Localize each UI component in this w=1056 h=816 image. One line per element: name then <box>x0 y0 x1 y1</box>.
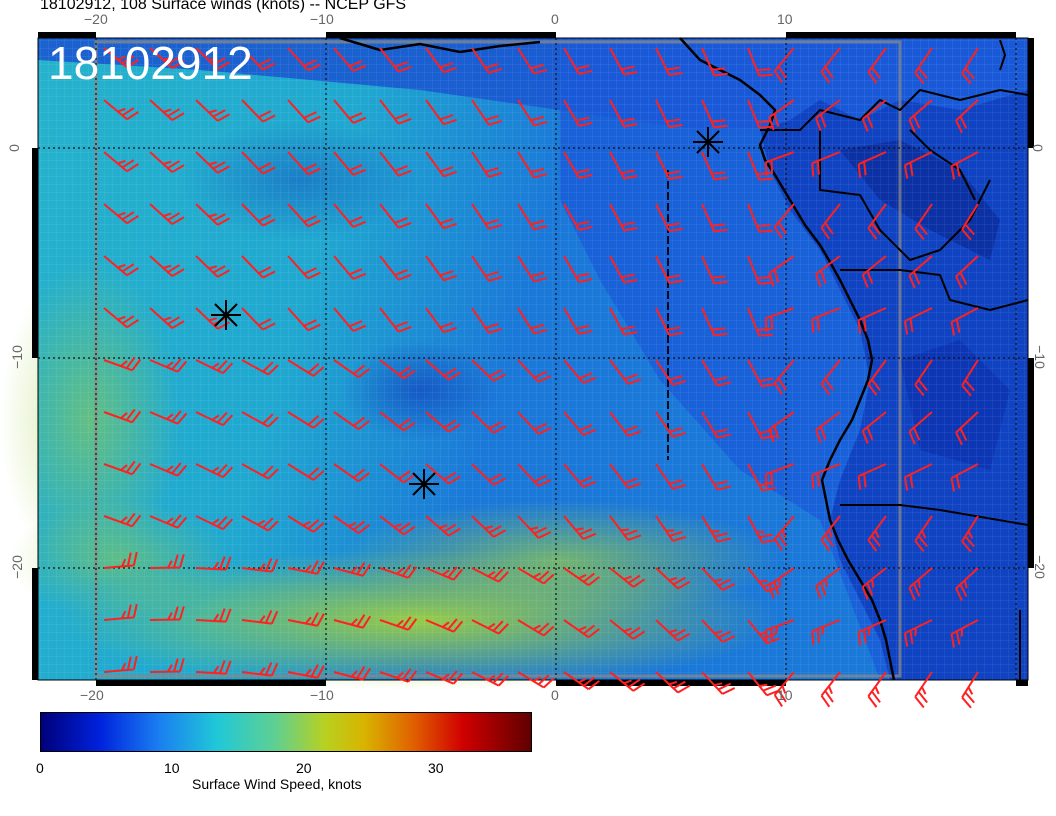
map-frame <box>0 38 1028 690</box>
colorbar-title: Surface Wind Speed, knots <box>192 776 362 792</box>
colorbar-tick: 20 <box>296 760 312 776</box>
timestamp-label: 18102912 <box>48 36 253 90</box>
x-tick-bottom: 0 <box>551 687 559 703</box>
x-tick-bottom: 10 <box>777 687 793 703</box>
y-tick-right: 0 <box>1030 144 1046 152</box>
x-tick-bottom: −10 <box>310 687 334 703</box>
x-tick-top: 0 <box>551 11 559 27</box>
x-tick-top: −10 <box>310 11 334 27</box>
y-tick-left: −20 <box>9 555 25 579</box>
y-tick-right: −20 <box>1032 555 1048 579</box>
x-tick-top: 10 <box>777 11 793 27</box>
asterisk-marker <box>211 300 241 330</box>
colorbar-tick: 30 <box>428 760 444 776</box>
x-tick-top: −20 <box>84 11 108 27</box>
colorbar <box>40 712 532 752</box>
y-tick-right: −10 <box>1032 345 1048 369</box>
colorbar-tick: 0 <box>36 760 44 776</box>
asterisk-marker <box>693 127 723 157</box>
x-tick-bottom: −20 <box>80 687 104 703</box>
y-tick-left: 0 <box>6 144 22 152</box>
colorbar-tick: 10 <box>164 760 180 776</box>
asterisk-marker <box>409 469 439 499</box>
y-tick-left: −10 <box>9 345 25 369</box>
